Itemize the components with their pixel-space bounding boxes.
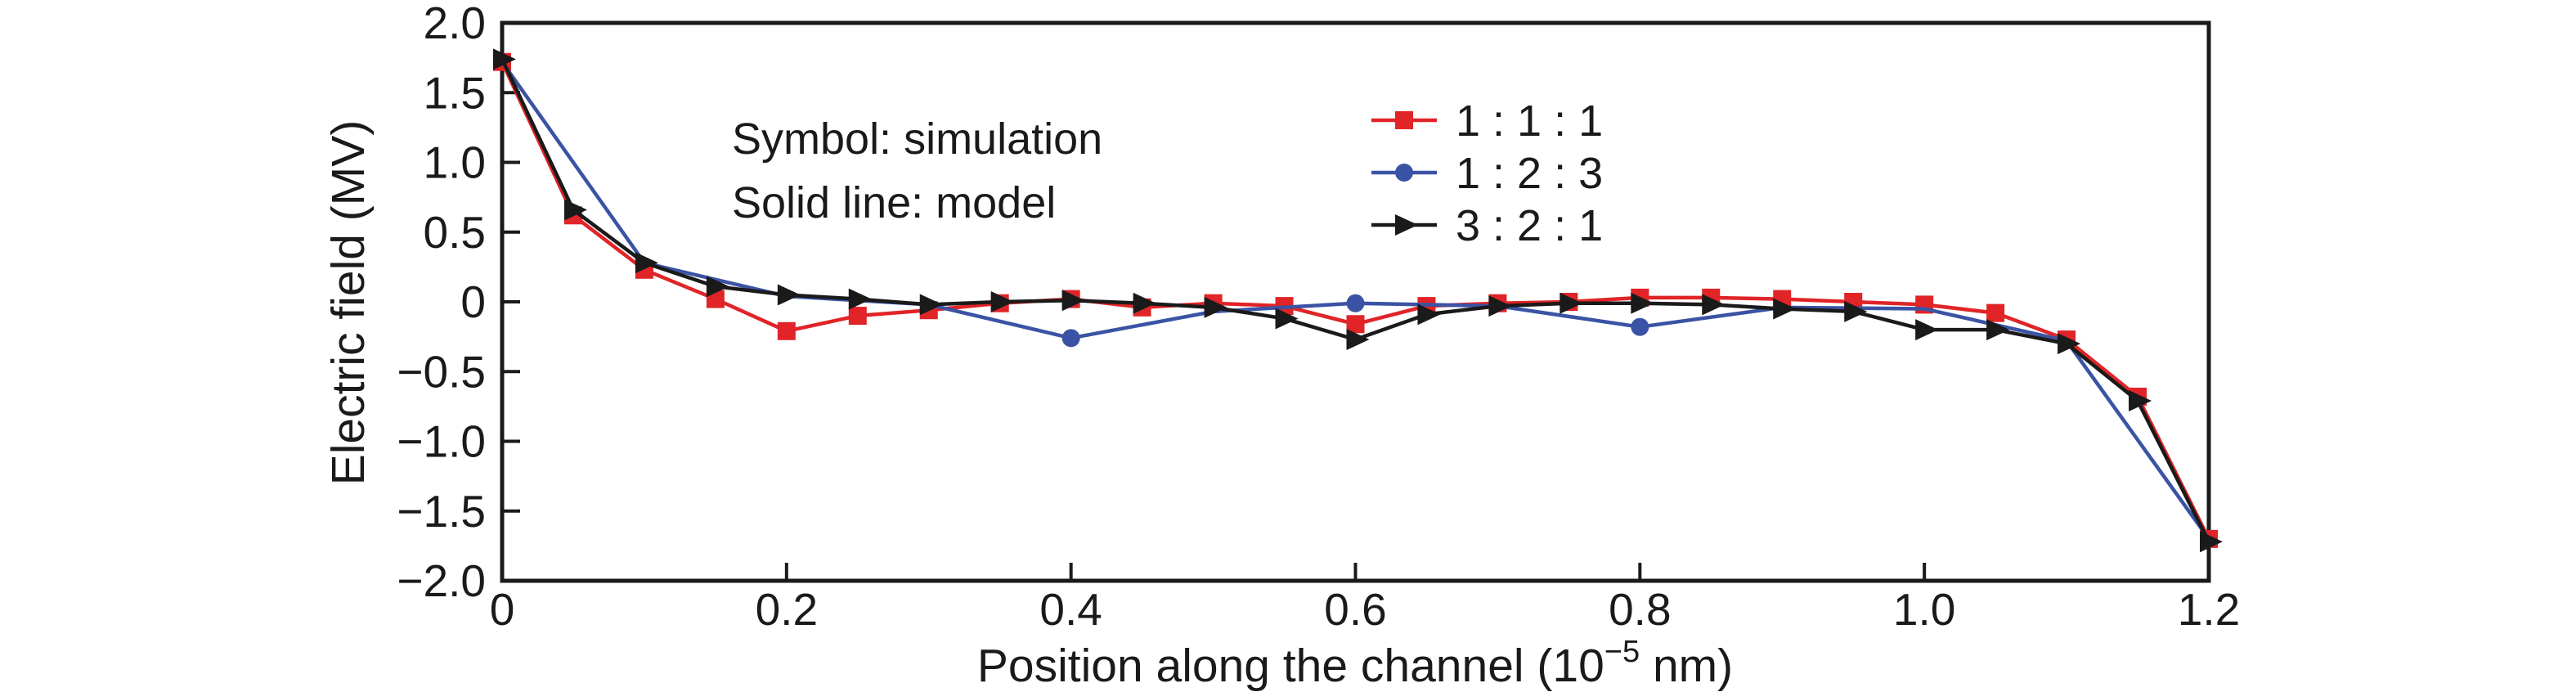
data-point-marker	[990, 291, 1014, 312]
data-point-marker	[1631, 292, 1654, 314]
x-axis-title-superscript: −5	[1604, 635, 1640, 669]
x-tick-label: 1.2	[2178, 584, 2240, 635]
data-point-marker	[1417, 303, 1441, 326]
data-point-marker	[2200, 531, 2223, 553]
data-point-marker	[635, 252, 658, 274]
series-3:2:1	[493, 48, 2223, 553]
y-tick-label: −1.0	[397, 416, 486, 467]
data-point-marker	[493, 48, 516, 70]
data-point-marker	[1133, 292, 1156, 314]
legend-item-3:2:1: 3 : 2 : 1	[1371, 201, 1603, 250]
data-point-marker	[1986, 319, 2010, 341]
chart-legend: 1 : 1 : 11 : 2 : 33 : 2 : 1	[1371, 97, 1603, 250]
y-axis-title: Electric field (MV)	[322, 120, 375, 486]
legend-label: 3 : 2 : 1	[1456, 201, 1603, 250]
x-axis-title: Position along the channel (10−5 nm)	[977, 635, 1733, 692]
data-point-marker	[1346, 329, 1370, 351]
data-point-marker	[2058, 333, 2081, 355]
data-point-marker	[563, 199, 587, 221]
annotation-symbol-simulation: Symbol: simulation	[732, 115, 1102, 164]
y-tick-label: −2.0	[397, 555, 486, 606]
data-point-marker	[1560, 292, 1583, 314]
x-axis-title-prefix: Position along the channel (10	[977, 640, 1604, 692]
legend-marker	[1395, 214, 1418, 236]
data-point-marker	[1488, 295, 1512, 317]
data-point-marker	[1986, 303, 2005, 322]
data-point-marker	[1773, 298, 1797, 320]
data-point-marker	[1346, 294, 1365, 312]
data-point-marker	[1346, 315, 1365, 334]
data-point-marker	[848, 307, 867, 326]
legend-marker	[1395, 111, 1413, 129]
x-tick-label: 1.0	[1893, 584, 1955, 635]
y-tick-label: −0.5	[397, 346, 486, 397]
data-point-marker	[1061, 290, 1085, 312]
legend-marker	[1395, 164, 1413, 182]
x-tick-label: 0.4	[1039, 584, 1102, 635]
x-tick-label: 0	[490, 584, 515, 635]
y-tick-label: 0	[460, 276, 486, 327]
data-series	[493, 48, 2223, 553]
axis-ticks: 0 0.2 0.4 0.6 0.8 1.0 1.2 2.0 1.5 1.0 0.5 0 −0.5 −1.0…	[397, 0, 2240, 635]
annotation-solid-line-model: Solid line: model	[732, 178, 1056, 227]
legend-item-1:2:3: 1 : 2 : 3	[1371, 149, 1603, 198]
data-point-marker	[1631, 317, 1649, 336]
y-tick-label: 0.5	[424, 207, 486, 258]
data-point-marker	[777, 321, 796, 340]
data-point-marker	[848, 288, 872, 310]
data-point-marker	[2129, 390, 2152, 412]
data-point-marker	[1844, 300, 1868, 322]
data-point-marker	[919, 294, 943, 316]
data-point-marker	[1702, 294, 1726, 316]
data-point-marker	[1275, 308, 1299, 330]
data-point-marker	[1061, 329, 1080, 348]
data-point-marker	[1915, 319, 1939, 341]
y-tick-label: 1.0	[424, 137, 486, 188]
legend-item-1:1:1: 1 : 1 : 1	[1371, 97, 1603, 146]
y-tick-label: 1.5	[424, 67, 486, 118]
data-point-marker	[1204, 296, 1227, 318]
x-tick-label: 0.8	[1609, 584, 1671, 635]
legend-label: 1 : 2 : 3	[1456, 149, 1603, 198]
x-axis-title-suffix: nm)	[1640, 640, 1733, 692]
y-tick-label: −1.5	[397, 486, 486, 537]
x-tick-label: 0.2	[756, 584, 818, 635]
legend-label: 1 : 1 : 1	[1456, 97, 1603, 146]
data-point-marker	[706, 276, 729, 298]
y-tick-label: 2.0	[424, 0, 486, 48]
x-tick-label: 0.6	[1324, 584, 1386, 635]
data-point-marker	[777, 284, 801, 306]
